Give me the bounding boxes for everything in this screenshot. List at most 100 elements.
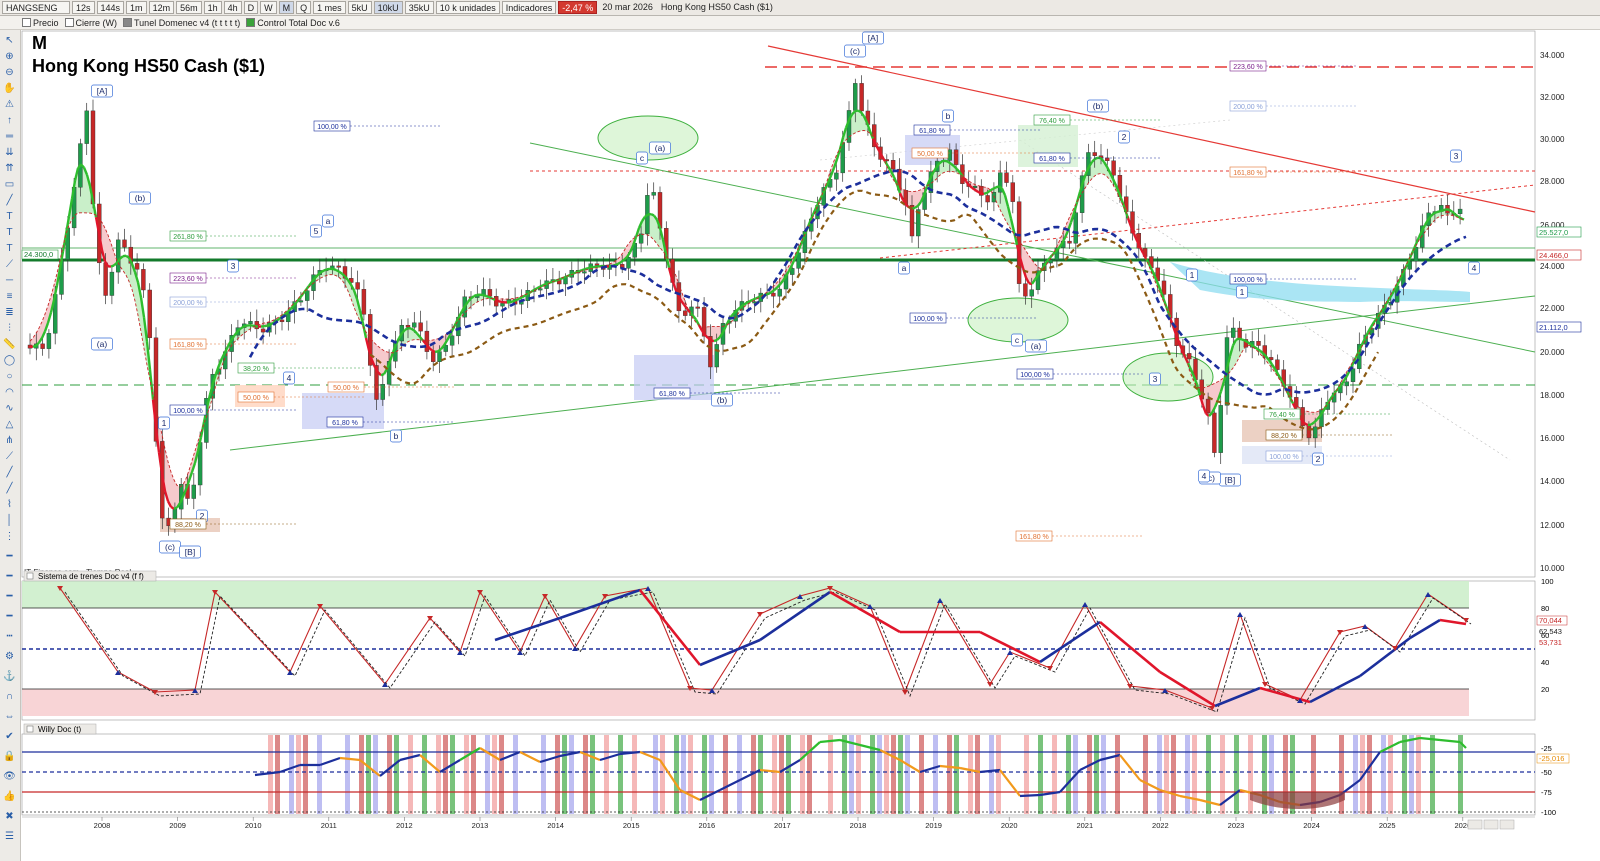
pitchfork-icon[interactable]: ⋔ xyxy=(5,435,14,446)
candle-body[interactable] xyxy=(437,351,442,362)
wave-label-box[interactable] xyxy=(310,224,322,238)
wave-label-box[interactable] xyxy=(1149,372,1161,386)
hline-icon[interactable]: ═ xyxy=(5,131,14,142)
candle-body[interactable] xyxy=(147,289,152,339)
cycles-icon[interactable]: ⋮ xyxy=(4,531,15,542)
green-line-icon[interactable]: ╱ xyxy=(6,467,13,478)
hl-green-icon[interactable]: ━ xyxy=(6,551,13,562)
interval-144s[interactable]: 144s xyxy=(96,1,125,14)
candle-body[interactable] xyxy=(431,351,436,362)
candle-body[interactable] xyxy=(103,262,108,296)
candle-body[interactable] xyxy=(449,335,455,346)
measure-icon[interactable]: ⇔ xyxy=(4,711,15,722)
candle-body[interactable] xyxy=(1457,208,1463,215)
hand-icon[interactable]: ✋ xyxy=(3,83,16,94)
wave-label-box[interactable] xyxy=(91,84,113,98)
alert-icon[interactable]: ⚠ xyxy=(5,99,14,110)
candle-body[interactable] xyxy=(582,271,587,274)
overlay-price[interactable]: Precio xyxy=(22,18,59,28)
interval-12s[interactable]: 12s xyxy=(72,1,95,14)
candle-body[interactable] xyxy=(777,288,782,297)
settings-icon[interactable]: ⚙ xyxy=(5,651,14,662)
rectangle-icon[interactable]: ▭ xyxy=(4,179,15,190)
trenes-panel[interactable]: Sistema de trenes Doc v4 (f f) 100 80 60… xyxy=(21,570,1568,721)
interval-w[interactable]: W xyxy=(260,1,277,14)
hl-red-icon[interactable]: ━ xyxy=(6,571,13,582)
down-trendline[interactable] xyxy=(767,45,1536,213)
wave-label-box[interactable] xyxy=(1198,469,1210,483)
candle-body[interactable] xyxy=(1306,425,1312,439)
candle-body[interactable] xyxy=(412,322,417,328)
wave-label-box[interactable] xyxy=(1025,339,1047,353)
triangle-icon[interactable]: △ xyxy=(5,419,14,430)
interval-56m[interactable]: 56m xyxy=(176,1,202,14)
candle-body[interactable] xyxy=(122,239,127,248)
quantity-5ku[interactable]: 5kU xyxy=(347,1,372,14)
gann-icon[interactable]: ⟋ xyxy=(6,451,13,462)
thumb-icon[interactable]: 👍 xyxy=(3,791,16,802)
wave-label-box[interactable] xyxy=(1236,285,1248,299)
candle-body[interactable] xyxy=(947,149,952,161)
candle-body[interactable] xyxy=(701,307,707,337)
circle-icon[interactable]: ○ xyxy=(6,371,13,382)
anchor-icon[interactable]: ⚓ xyxy=(3,671,16,682)
text-bold-icon[interactable]: T xyxy=(6,227,13,238)
hline-up-icon[interactable]: ⇈ xyxy=(5,163,14,174)
interval-m[interactable]: M xyxy=(278,1,295,14)
candle-body[interactable] xyxy=(1092,152,1097,156)
candle-body[interactable] xyxy=(953,149,959,165)
candle-body[interactable] xyxy=(1275,359,1280,370)
candle-body[interactable] xyxy=(1023,283,1028,297)
candle-body[interactable] xyxy=(298,300,304,303)
text-icon[interactable]: T xyxy=(6,211,13,222)
candle-body[interactable] xyxy=(141,269,146,291)
candle-body[interactable] xyxy=(418,322,423,332)
wave-label-box[interactable] xyxy=(1450,149,1462,163)
wave-label-box[interactable] xyxy=(283,371,295,385)
eye-icon[interactable]: 👁 xyxy=(3,771,16,782)
candle-body[interactable] xyxy=(248,321,253,325)
wave-label-box[interactable] xyxy=(636,151,648,165)
candle-body[interactable] xyxy=(1294,397,1299,408)
candle-body[interactable] xyxy=(972,185,978,188)
candle-body[interactable] xyxy=(909,205,915,237)
up-trendline[interactable] xyxy=(229,295,1536,451)
candle-body[interactable] xyxy=(1161,280,1167,295)
layers-icon[interactable]: ☰ xyxy=(5,831,14,842)
panel-header[interactable] xyxy=(23,723,97,735)
candle-body[interactable] xyxy=(1344,381,1349,387)
wave-label-box[interactable] xyxy=(711,393,733,407)
hl-black-icon[interactable]: ━ xyxy=(6,591,13,602)
interval-1m[interactable]: 1m xyxy=(126,1,147,14)
price-panel[interactable]: M Hong Kong HS50 Cash ($1) IT-Finance.co… xyxy=(21,30,1582,578)
wave-label-box[interactable] xyxy=(1118,130,1130,144)
candle-body[interactable] xyxy=(708,336,713,368)
channel-icon[interactable]: ≡ xyxy=(6,291,13,302)
delete-icon[interactable]: ✖ xyxy=(5,811,14,822)
candle-body[interactable] xyxy=(1111,160,1116,176)
wave-label-box[interactable] xyxy=(91,337,113,351)
candle-body[interactable] xyxy=(109,271,115,296)
candle-body[interactable] xyxy=(1067,240,1072,244)
arc-icon[interactable]: ◠ xyxy=(5,387,14,398)
candle-body[interactable] xyxy=(361,289,367,315)
interval-d[interactable]: D xyxy=(243,1,259,14)
text-color-icon[interactable]: T xyxy=(6,243,13,254)
arrow-icon[interactable]: ↑ xyxy=(7,115,12,126)
candle-body[interactable] xyxy=(1231,327,1236,338)
check-icon[interactable]: ✔ xyxy=(5,731,14,742)
checkbox-icon[interactable] xyxy=(22,18,31,27)
wave-label-box[interactable] xyxy=(844,44,866,58)
symbol-selector[interactable]: HANGSENG xyxy=(2,1,70,14)
candle-body[interactable] xyxy=(380,384,385,400)
wave-label-box[interactable] xyxy=(942,109,954,123)
wave-label-box[interactable] xyxy=(898,261,910,275)
candle-body[interactable] xyxy=(626,257,631,269)
fib-extension-icon[interactable]: ⫶ xyxy=(8,323,11,334)
candle-body[interactable] xyxy=(191,484,197,499)
candle-body[interactable] xyxy=(1004,172,1009,183)
dashed-line-icon[interactable]: ┅ xyxy=(6,631,13,642)
candle-body[interactable] xyxy=(1048,259,1053,264)
overlay-control-total[interactable]: Control Total Doc v.6 xyxy=(246,18,340,28)
indicators-button[interactable]: Indicadores xyxy=(501,1,557,14)
